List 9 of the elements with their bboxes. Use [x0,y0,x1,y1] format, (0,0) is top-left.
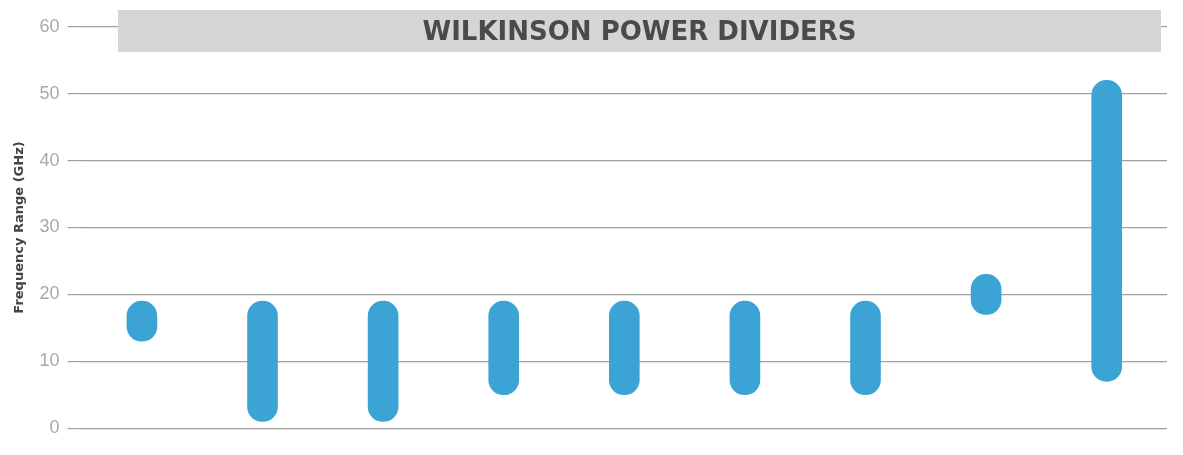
y-tick-label: 30 [39,216,60,237]
title-banner: WILKINSON POWER DIVIDERS [118,10,1161,52]
y-tick-label: 50 [39,82,60,103]
y-axis-title: Frequency Range (GHz) [11,141,27,314]
y-tick-label: 20 [39,283,60,304]
y-tick-label: 60 [39,15,60,36]
y-tick-label: 10 [39,350,60,371]
y-tick-label: 0 [49,417,60,438]
y-tick-label: 40 [39,149,60,170]
